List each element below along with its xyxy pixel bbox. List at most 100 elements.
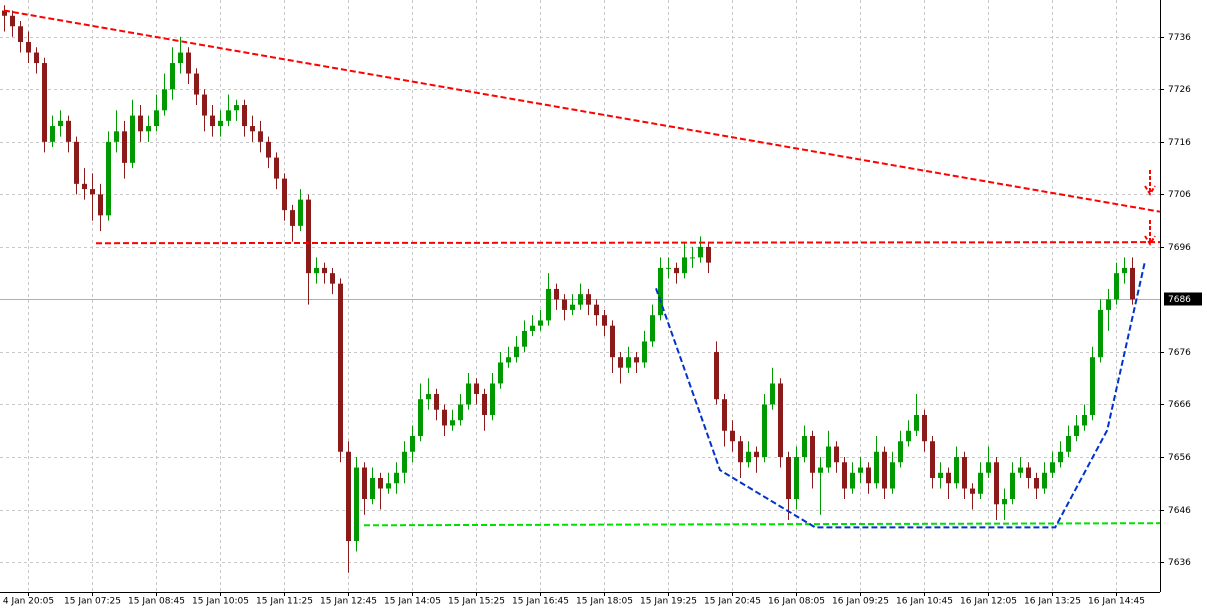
candle-body: [770, 383, 775, 405]
x-tick-label: 16 Jan 12:05: [960, 597, 1017, 607]
candle-body: [674, 267, 679, 274]
x-tick-label: 15 Jan 16:45: [512, 597, 569, 607]
candle-body: [914, 414, 919, 431]
candle-body: [602, 315, 607, 326]
candle-body: [826, 446, 831, 468]
trend-line: [3, 9, 1161, 213]
candle-body: [298, 199, 303, 226]
candle-body: [874, 451, 879, 484]
candle-body: [890, 462, 895, 489]
candle-body: [146, 126, 151, 132]
candle-body: [706, 246, 711, 263]
candle-body: [1106, 299, 1111, 310]
candle-body: [114, 131, 119, 142]
candle-body: [202, 94, 207, 116]
candle-body: [474, 383, 479, 394]
alert-arrows: [1144, 170, 1156, 246]
candle-body: [514, 346, 519, 358]
candle-body: [1018, 467, 1023, 473]
candle-body: [810, 435, 815, 473]
y-tick-label: 7696: [1168, 243, 1191, 253]
current-price-box: [1164, 292, 1202, 306]
candle-body: [986, 462, 991, 473]
candle-body: [778, 383, 783, 458]
candle-body: [898, 441, 903, 463]
candle-body: [170, 63, 175, 90]
x-tick-label: 15 Jan 08:45: [128, 597, 185, 607]
candle-body: [218, 120, 223, 127]
candle-body: [1114, 273, 1119, 300]
candle-body: [786, 457, 791, 500]
candle-body: [762, 404, 767, 458]
candle-body: [290, 210, 295, 226]
candle-body: [26, 42, 31, 53]
candle-body: [18, 26, 23, 43]
candle-body: [522, 330, 527, 347]
candle-body: [410, 435, 415, 452]
candle-body: [594, 304, 599, 316]
candle-body: [1002, 499, 1007, 505]
candle-body: [1098, 309, 1103, 358]
candle-body: [338, 283, 343, 452]
candle-body: [266, 141, 271, 158]
candle-body: [666, 267, 671, 269]
candle-body: [1058, 451, 1063, 463]
candle-body: [506, 357, 511, 363]
candle-body: [402, 451, 407, 473]
candle-body: [690, 257, 695, 259]
candle-body: [562, 299, 567, 310]
candle-body: [930, 441, 935, 479]
candle-body: [970, 488, 975, 494]
candle-body: [546, 288, 551, 321]
candle-body: [186, 52, 191, 74]
candle-body: [90, 189, 95, 195]
candle-body: [730, 430, 735, 442]
candle-body: [66, 120, 71, 142]
candle-body: [1026, 467, 1031, 479]
trend-line: [95, 241, 1161, 245]
x-tick-label: 16 Jan 14:45: [1088, 597, 1145, 607]
candle-body: [1090, 357, 1095, 415]
candle-body: [618, 357, 623, 368]
candle-body: [354, 467, 359, 542]
candle-body: [458, 404, 463, 421]
y-tick-label: 7646: [1168, 506, 1191, 516]
candle-body: [466, 383, 471, 405]
candle-body: [586, 294, 591, 305]
y-tick-label: 7666: [1168, 400, 1191, 410]
candle-body: [578, 294, 583, 305]
candle-body: [362, 467, 367, 500]
trend-line: [363, 522, 1161, 527]
x-tick-label: 16 Jan 09:25: [832, 597, 889, 607]
plot: [0, 0, 1161, 592]
candle-body: [194, 73, 199, 95]
candle-body: [306, 199, 311, 274]
candle-body: [450, 420, 455, 426]
candle-body: [74, 141, 79, 184]
y-tick-label: 7706: [1168, 190, 1191, 200]
candle-body: [498, 362, 503, 384]
candle-body: [946, 472, 951, 484]
candle-body: [1130, 267, 1135, 300]
candle-body: [738, 441, 743, 463]
candle-body: [234, 105, 239, 111]
y-tick-label: 7716: [1168, 138, 1191, 148]
candle-body: [370, 478, 375, 500]
candle-body: [626, 357, 631, 368]
candle-body: [978, 472, 983, 494]
candle-body: [138, 115, 143, 132]
candle-body: [842, 462, 847, 489]
candle-body: [954, 457, 959, 484]
candle-body: [50, 126, 55, 142]
candle-body: [82, 183, 87, 190]
x-tick-label: 16 Jan 08:05: [768, 597, 825, 607]
x-tick-label: 15 Jan 18:05: [576, 597, 633, 607]
candle-body: [426, 393, 431, 400]
candle-body: [938, 472, 943, 479]
candle-body: [802, 435, 807, 458]
candle-body: [98, 194, 103, 216]
candle-body: [722, 399, 727, 431]
candle-body: [554, 288, 559, 300]
